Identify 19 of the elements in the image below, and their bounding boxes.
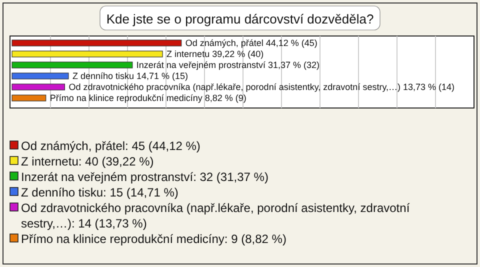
bar bbox=[12, 72, 69, 80]
text: Od známých, přátel: 45 (44,12 %) bbox=[21, 139, 200, 154]
text: Inzerát na veřejném prostranství: 32 (31,37 %) bbox=[21, 170, 268, 184]
data-label: Přímo na klinice reprodukční medicíny 8,82 % (9) bbox=[50, 93, 246, 104]
text: Z denního tisku: 15 (14,71 %) bbox=[21, 186, 178, 200]
text: Z internetu: 40 (39,22 %) bbox=[21, 154, 154, 169]
bar bbox=[12, 84, 66, 90]
bar bbox=[12, 50, 163, 58]
text: Přímo na klinice reprodukční medicíny: 9 (8,82 %) bbox=[21, 232, 286, 246]
data-label: Od zdravotnického pracovníka (např.lékaře, porodní asistentky, zdravotní sestry,…) 13,73 % (14) bbox=[68, 82, 455, 92]
text: Kde jste se o programu dárcovství dozvěděla? bbox=[106, 12, 374, 27]
data-label: Inzerát na veřejném prostranství 31,37 % (32) bbox=[136, 60, 320, 70]
data-label: Od známých, přátel 44,12 % (45) bbox=[185, 38, 318, 48]
bar bbox=[12, 40, 182, 46]
data-label: Z internetu 39,22 % (40) bbox=[166, 49, 264, 60]
bar bbox=[12, 94, 46, 102]
bar bbox=[12, 62, 133, 68]
data-label: Z denního tisku 14,71 % (15) bbox=[72, 71, 188, 82]
text: Od zdravotnického pracovníka (např.lékaře, porodní asistentky, zdravotní sestry,…): 14 (13,73 %) bbox=[21, 201, 410, 231]
